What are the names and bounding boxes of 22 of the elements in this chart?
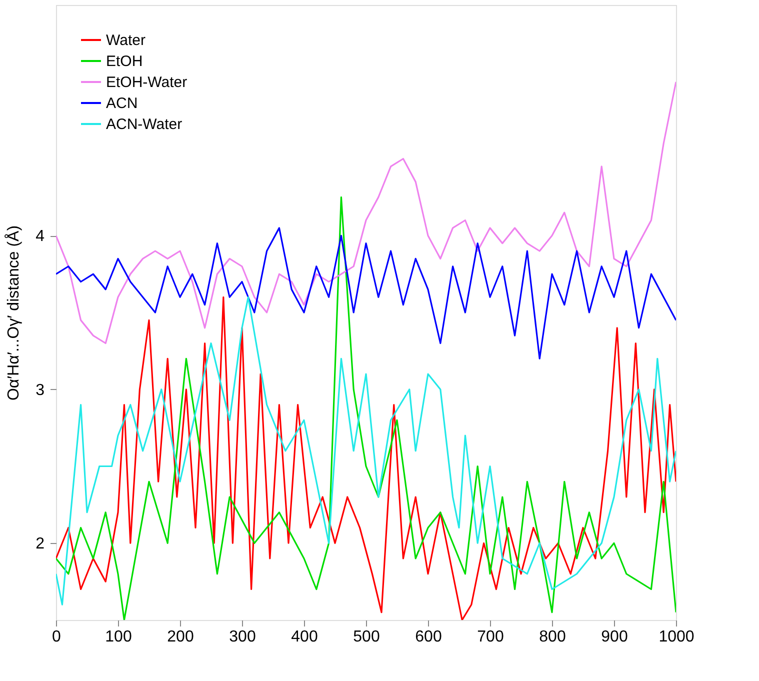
x-tick-label: 900 <box>601 628 628 646</box>
x-tick-label: 700 <box>477 628 504 646</box>
legend-label: EtOH <box>106 53 143 70</box>
y-tick-label: 2 <box>36 536 45 553</box>
legend-label: EtOH-Water <box>106 74 188 91</box>
x-tick-label: 0 <box>52 628 62 646</box>
y-tick-label: 4 <box>36 228 45 246</box>
legend-label: ACN-Water <box>106 116 182 133</box>
x-tick-label: 300 <box>229 628 256 646</box>
y-axis-title: Oα′Hα′...Oγ′ distance (Å) <box>4 225 23 401</box>
x-tick-label: 200 <box>167 628 194 646</box>
x-tick-label: 400 <box>291 628 318 646</box>
x-tick-label: 100 <box>105 628 132 646</box>
x-tick-label: 500 <box>353 628 380 646</box>
legend-label: ACN <box>106 95 138 112</box>
x-tick-label: 600 <box>415 628 442 646</box>
legend-label: Water <box>106 32 146 49</box>
line-series <box>56 196 676 620</box>
x-tick-label: 1000 <box>658 628 694 646</box>
x-tick-label: 800 <box>539 628 566 646</box>
y-tick-label: 3 <box>36 382 45 399</box>
line-series <box>56 227 676 360</box>
